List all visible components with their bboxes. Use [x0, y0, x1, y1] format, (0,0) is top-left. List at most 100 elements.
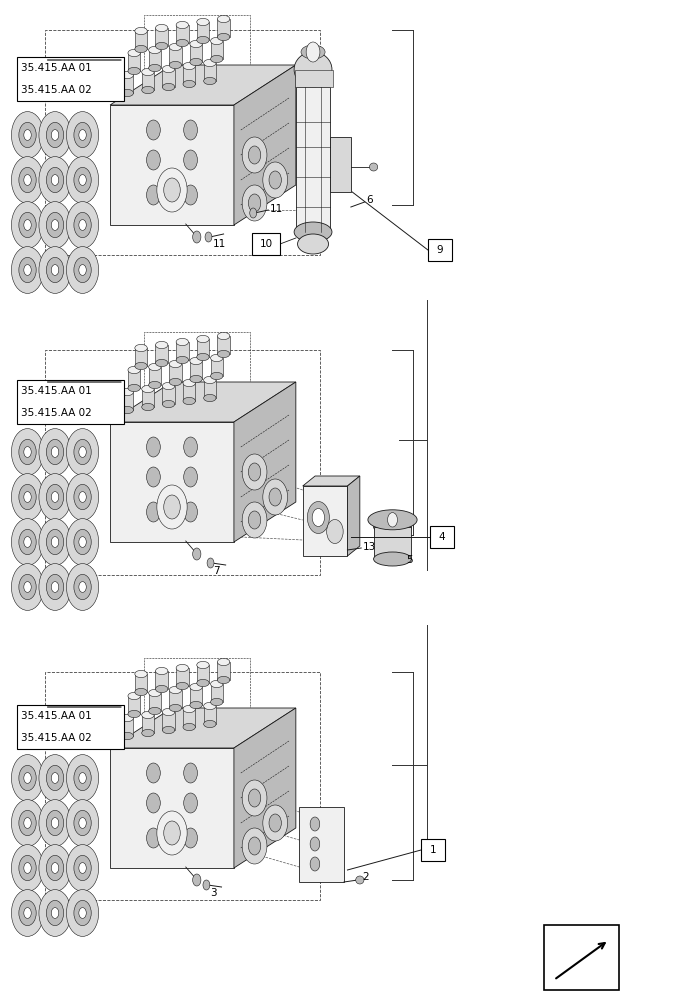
Bar	[121, 75, 133, 93]
Circle shape	[46, 212, 64, 238]
Circle shape	[12, 519, 43, 565]
Ellipse shape	[135, 45, 147, 53]
Ellipse shape	[169, 704, 182, 712]
Ellipse shape	[149, 64, 161, 72]
Circle shape	[52, 265, 58, 275]
Circle shape	[19, 439, 36, 465]
Ellipse shape	[176, 21, 189, 29]
Bar	[121, 392, 133, 410]
Bar	[155, 345, 168, 363]
Bar	[144, 332, 250, 442]
Bar	[135, 348, 147, 366]
Circle shape	[306, 42, 320, 62]
Bar	[155, 28, 168, 46]
Circle shape	[24, 175, 31, 185]
Circle shape	[74, 529, 92, 555]
Circle shape	[157, 811, 187, 855]
Ellipse shape	[121, 388, 133, 396]
Circle shape	[52, 582, 58, 592]
Circle shape	[184, 763, 197, 783]
Bar	[45, 350, 320, 575]
Ellipse shape	[169, 686, 182, 694]
Circle shape	[12, 474, 43, 520]
Ellipse shape	[149, 363, 161, 371]
Ellipse shape	[190, 683, 202, 691]
Bar	[176, 25, 189, 43]
Ellipse shape	[204, 702, 216, 710]
Circle shape	[242, 780, 267, 816]
Ellipse shape	[204, 376, 216, 384]
Circle shape	[157, 485, 187, 529]
Bar	[303, 486, 347, 556]
Circle shape	[46, 484, 64, 510]
Ellipse shape	[204, 77, 216, 85]
Circle shape	[52, 863, 58, 873]
Circle shape	[193, 874, 201, 886]
Bar	[544, 925, 619, 990]
Circle shape	[39, 157, 71, 203]
Circle shape	[79, 773, 86, 783]
Circle shape	[164, 178, 180, 202]
Circle shape	[24, 130, 31, 140]
Circle shape	[52, 818, 58, 828]
Ellipse shape	[204, 59, 216, 67]
Circle shape	[19, 810, 36, 836]
Bar	[217, 19, 230, 37]
Ellipse shape	[155, 667, 168, 675]
Circle shape	[147, 793, 160, 813]
Ellipse shape	[149, 46, 161, 54]
Circle shape	[74, 574, 92, 600]
Ellipse shape	[128, 710, 140, 718]
Circle shape	[24, 908, 31, 918]
Circle shape	[12, 755, 43, 801]
Ellipse shape	[142, 385, 154, 393]
Bar	[155, 671, 168, 689]
Ellipse shape	[217, 15, 230, 23]
Polygon shape	[110, 708, 296, 748]
Text: 35.415.AA 01: 35.415.AA 01	[21, 63, 92, 73]
Ellipse shape	[190, 58, 202, 66]
Text: 13: 13	[363, 542, 376, 552]
Circle shape	[310, 857, 320, 871]
Bar	[121, 718, 133, 736]
Ellipse shape	[217, 332, 230, 340]
Bar	[17, 705, 124, 749]
Bar	[190, 44, 202, 62]
Circle shape	[67, 247, 98, 293]
Ellipse shape	[176, 664, 189, 672]
Bar	[421, 839, 445, 861]
Ellipse shape	[128, 366, 140, 374]
Bar	[428, 239, 452, 261]
Ellipse shape	[121, 71, 133, 79]
Bar	[430, 526, 454, 548]
Ellipse shape	[368, 510, 417, 530]
Circle shape	[46, 765, 64, 791]
Ellipse shape	[142, 68, 154, 76]
Circle shape	[12, 890, 43, 936]
Circle shape	[52, 773, 58, 783]
Ellipse shape	[162, 726, 175, 734]
Circle shape	[67, 429, 98, 475]
Ellipse shape	[169, 360, 182, 368]
Circle shape	[74, 765, 92, 791]
Bar	[144, 658, 250, 768]
Circle shape	[67, 474, 98, 520]
Circle shape	[79, 863, 86, 873]
Bar	[330, 137, 351, 192]
Ellipse shape	[190, 375, 202, 383]
Circle shape	[79, 492, 86, 502]
Bar	[142, 72, 154, 90]
Polygon shape	[234, 65, 296, 225]
Bar	[217, 336, 230, 354]
Ellipse shape	[162, 400, 175, 408]
Ellipse shape	[162, 65, 175, 73]
Ellipse shape	[135, 688, 147, 696]
Text: 35.415.AA 01: 35.415.AA 01	[21, 386, 92, 396]
Ellipse shape	[297, 234, 329, 254]
Circle shape	[147, 150, 160, 170]
Circle shape	[24, 537, 31, 547]
Ellipse shape	[128, 49, 140, 57]
Ellipse shape	[176, 682, 189, 690]
Ellipse shape	[183, 397, 195, 405]
Circle shape	[79, 537, 86, 547]
